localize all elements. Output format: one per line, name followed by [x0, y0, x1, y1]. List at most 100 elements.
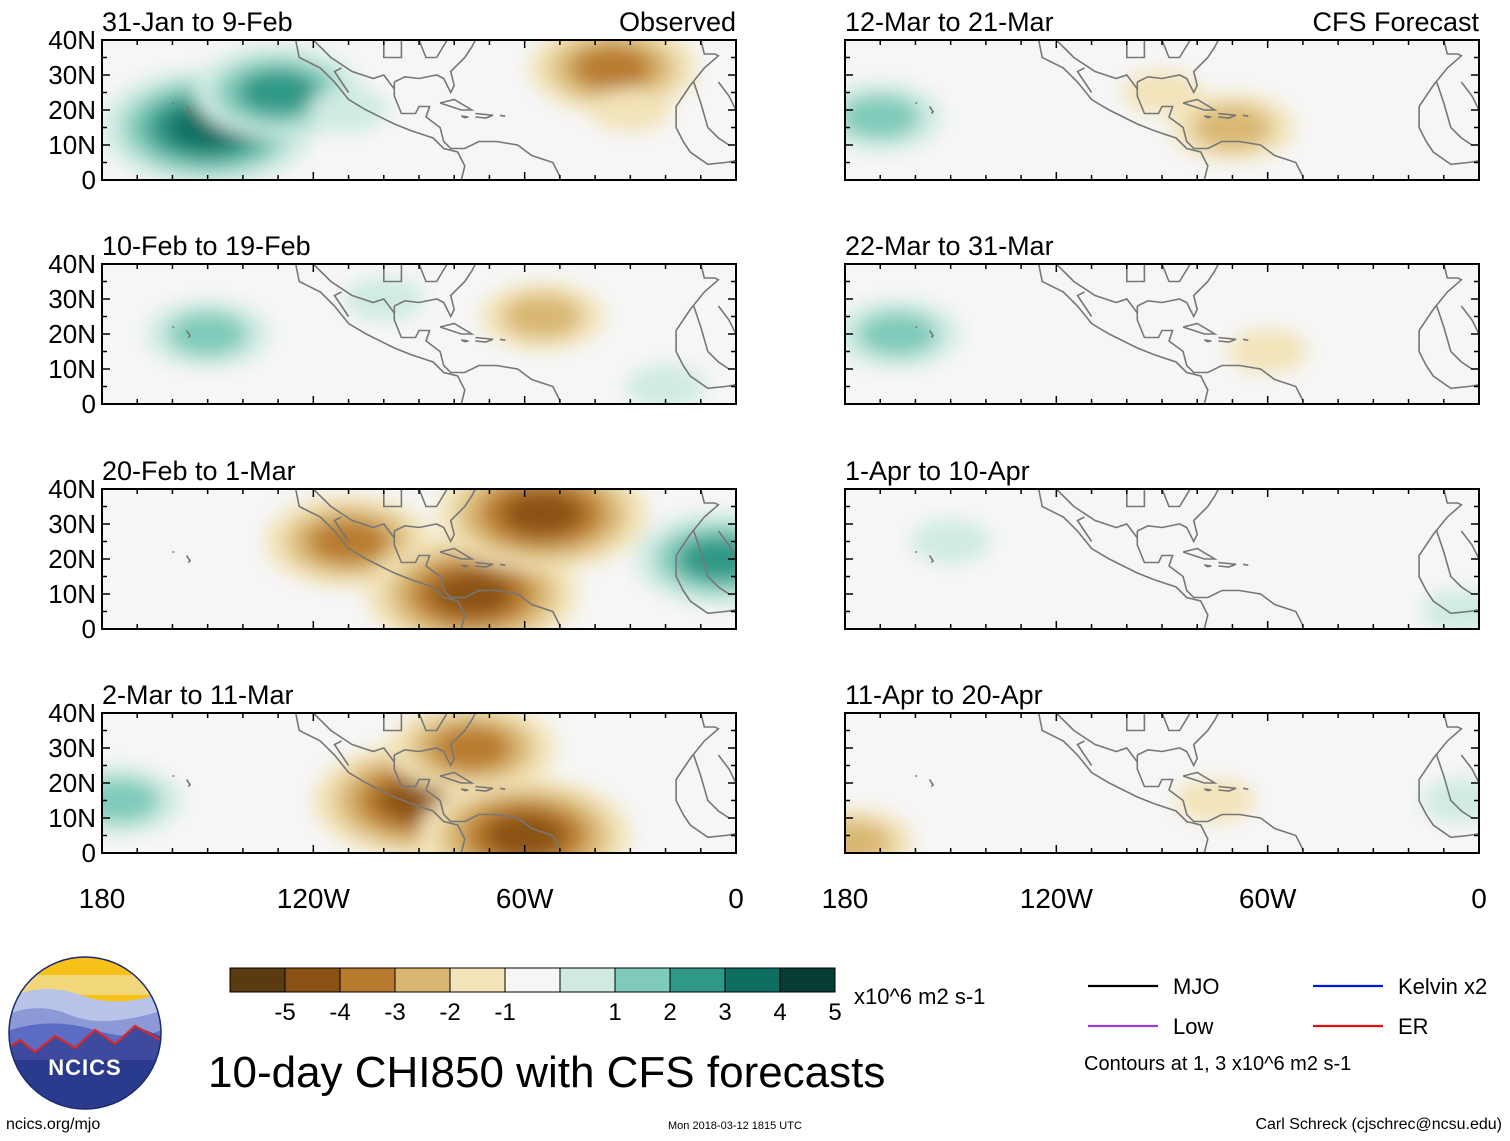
panel-title: 2-Mar to 11-Mar — [102, 680, 294, 710]
anomaly-blob — [102, 778, 160, 823]
anomaly-field — [102, 713, 631, 853]
coastline — [460, 788, 469, 792]
coastline — [928, 330, 935, 339]
legend-label: ER — [1398, 1014, 1429, 1039]
colorbar-swatch — [559, 967, 616, 993]
coastline — [312, 713, 395, 763]
coastline — [439, 771, 475, 784]
panel-title: 10-Feb to 19-Feb — [102, 231, 311, 261]
coastline — [333, 740, 350, 766]
coastline — [475, 336, 494, 343]
x-tick-label: 60W — [496, 883, 554, 914]
logo-text: NCICS — [48, 1055, 122, 1080]
footer-url[interactable]: ncics.org/mjo — [6, 1116, 101, 1133]
panel-source-header: CFS Forecast — [1312, 7, 1479, 37]
coastline — [1418, 713, 1479, 839]
coastline — [499, 787, 506, 791]
colorbar-swatch — [339, 967, 396, 993]
coastline — [1136, 489, 1220, 544]
coastline — [1203, 115, 1212, 119]
coastline — [294, 40, 466, 180]
coastline — [294, 713, 466, 853]
coastline — [1126, 489, 1146, 508]
coastlines — [915, 264, 1479, 404]
coastline — [1161, 713, 1191, 732]
y-tick-label: 30N — [48, 733, 96, 763]
coastline — [312, 40, 395, 90]
coastline — [1161, 40, 1191, 59]
anomaly-blob — [1421, 589, 1479, 629]
coastline — [1218, 785, 1237, 792]
panel-title: 31-Jan to 9-Feb — [102, 7, 293, 37]
legend-label: Kelvin x2 — [1398, 974, 1487, 999]
coastline — [333, 516, 350, 542]
anomaly-blob — [572, 46, 653, 90]
coastline — [312, 489, 395, 539]
coastline — [1126, 713, 1146, 732]
coastline — [418, 489, 448, 508]
y-tick-label: 30N — [48, 60, 96, 90]
colorbar-swatch — [724, 967, 781, 993]
colorbar-swatch — [614, 967, 671, 993]
y-tick-label: 10N — [48, 130, 96, 160]
coastline — [1076, 740, 1093, 766]
coastline — [717, 305, 736, 335]
coastline — [1435, 754, 1473, 819]
coastline — [333, 67, 350, 93]
coastline — [418, 40, 448, 59]
coastline — [1136, 713, 1220, 768]
coastline — [692, 754, 730, 819]
colorbar-swatch — [669, 967, 726, 993]
y-tick-label: 0 — [82, 165, 96, 195]
x-axis-labels: 180 120W 60W 0 180 120W 60W 0 — [79, 883, 1487, 914]
anomaly-blob — [238, 70, 319, 115]
coastline — [1418, 40, 1479, 166]
colorbar-label: 5 — [828, 999, 841, 1026]
coastline — [1242, 787, 1249, 791]
coastline — [1182, 322, 1218, 335]
coastline — [1037, 713, 1209, 853]
coastline — [1203, 564, 1212, 568]
coastline — [1418, 264, 1479, 390]
y-tick-label: 30N — [48, 509, 96, 539]
coastline — [717, 754, 736, 784]
coastline — [1460, 754, 1479, 784]
anomaly-blob — [1227, 329, 1308, 374]
y-tick-label: 0 — [82, 389, 96, 419]
y-tick-label: 30N — [48, 284, 96, 314]
coastlines — [915, 489, 1479, 629]
coastlines — [915, 40, 1479, 180]
coastline — [1136, 306, 1304, 401]
coastline — [475, 785, 494, 792]
coastline — [185, 330, 192, 339]
colorbar-swatch — [229, 967, 286, 993]
footer-timestamp: Mon 2018-03-12 1815 UTC — [668, 1120, 802, 1132]
anomaly-blob — [1122, 70, 1202, 115]
anomaly-blob — [845, 95, 921, 139]
coastline — [1218, 336, 1237, 343]
coastline — [1161, 264, 1191, 283]
coastline — [1242, 338, 1249, 342]
coastline — [1203, 788, 1212, 792]
colorbar-label: 4 — [773, 999, 786, 1026]
anomaly-blob — [845, 820, 893, 853]
coastline — [675, 40, 736, 166]
panel: 12-Mar to 21-Mar CFS Forecast — [844, 7, 1480, 181]
coastline — [418, 713, 448, 732]
coastlines — [172, 40, 736, 180]
colorbar-label: -5 — [274, 999, 295, 1026]
ncics-logo — [9, 957, 161, 1109]
logo-ring — [8, 956, 162, 1110]
coastline — [1037, 40, 1209, 180]
coastline — [1076, 291, 1093, 317]
coastline — [333, 291, 350, 317]
contour-note: Contours at 1, 3 x10^6 m2 s-1 — [1084, 1053, 1352, 1075]
x-tick-label: 180 — [79, 883, 126, 914]
colorbar-swatch — [284, 967, 341, 993]
coastline — [692, 305, 730, 370]
coastline — [383, 264, 403, 283]
y-tick-label: 10N — [48, 579, 96, 609]
x-tick-label: 120W — [1020, 883, 1094, 914]
